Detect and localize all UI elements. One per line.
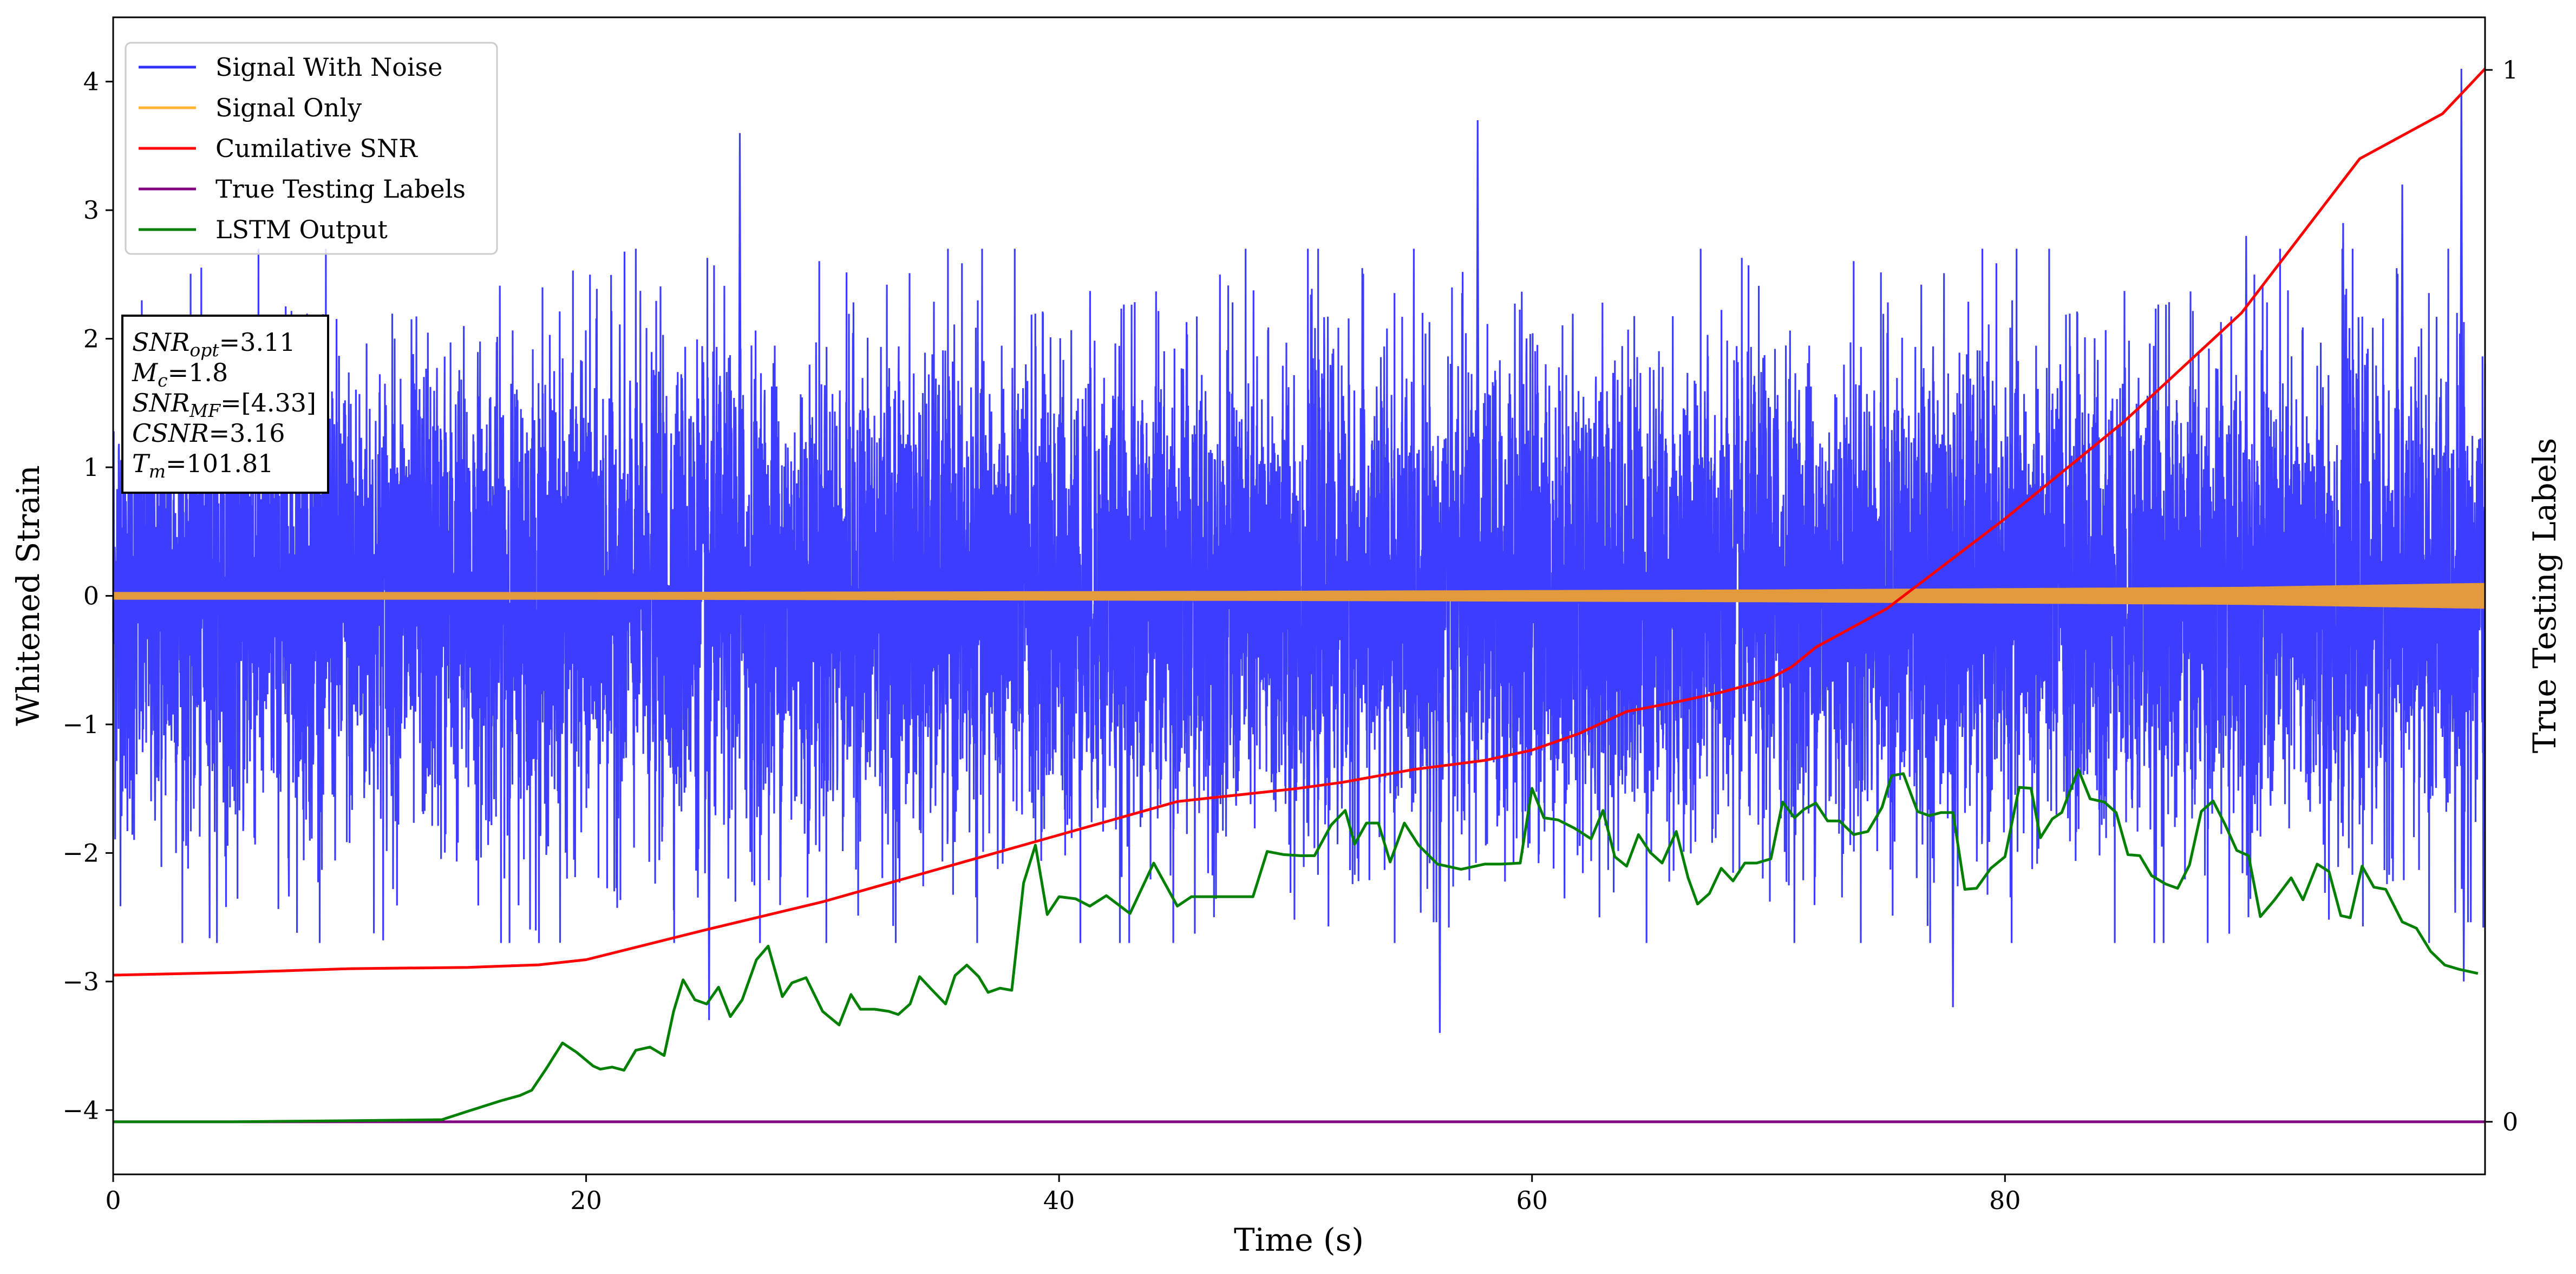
legend-label: Signal Only [215,93,362,122]
y-tick-label: 0 [83,582,99,611]
series-cumilative-snr [113,68,2486,977]
info-lines: SNRopt=3.11Mc=1.8SNRMF=[4.33]CSNR=3.16Tm… [132,328,316,482]
y-tick-label: 1 [83,453,99,482]
x-tick-label: 40 [1043,1186,1075,1215]
series-signal-with-noise [112,68,2486,1033]
info-line-symbol: SNR [132,388,189,417]
info-box: SNRopt=3.11Mc=1.8SNRMF=[4.33]CSNR=3.16Tm… [121,315,329,494]
y-axis-title: Whitened Strain [10,465,47,726]
legend-label: Cumilative SNR [215,134,418,163]
legend-box [125,42,498,255]
info-line: Tm=101.81 [132,449,273,482]
info-line-value: =101.81 [166,449,274,478]
info-box-frame [121,315,329,494]
info-line-symbol: T [132,449,151,478]
y-right-tick-label: 1 [2502,55,2518,84]
series-layer [112,68,2486,1123]
legend-label: True Testing Labels [215,174,466,204]
legend-label: Signal With Noise [215,53,442,82]
info-line-symbol: CSNR [132,419,209,448]
x-tick-label: 80 [1989,1186,2021,1215]
info-line: SNRMF=[4.33] [132,388,316,421]
legend-entries: Signal With Noise Signal Only Cumilative S… [139,53,466,244]
info-line: SNRopt=3.11 [132,328,296,361]
y-tick-label: −3 [62,967,99,996]
legend-label: LSTM Output [215,215,388,244]
x-tick-label: 60 [1516,1186,1548,1215]
info-line-subscript: opt [189,339,219,361]
x-tick-label: 0 [105,1186,121,1215]
info-line-value: =1.8 [168,358,228,387]
info-line-value: =3.16 [209,419,285,448]
info-line-symbol: SNR [132,328,189,357]
info-line-value: =[4.33] [220,388,316,417]
info-line-subscript: m [149,461,166,482]
y-tick-label: −1 [62,710,99,739]
series-signal-only [113,583,2485,609]
y-tick-label: −4 [62,1095,99,1125]
info-line: CSNR=3.16 [132,419,285,448]
info-line-value: =3.11 [219,328,296,357]
x-axis-title: Time (s) [1234,1221,1364,1258]
y-tick-label: 3 [83,195,99,225]
y-tick-label: −2 [62,838,99,867]
y-axis-right-title: True Testing Labels [2526,438,2563,753]
info-line-subscript: c [158,370,167,391]
legend: Signal With Noise Signal Only Cumilative S… [125,42,498,255]
y-tick-label: 4 [83,67,99,96]
info-line-subscript: MF [189,400,221,421]
series-lstm-output [113,768,2479,1123]
y-right-tick-label: 0 [2502,1107,2518,1136]
x-tick-label: 20 [570,1186,602,1215]
info-line-symbol: M [132,358,159,387]
info-line: Mc=1.8 [132,358,228,391]
y-tick-label: 2 [83,324,99,354]
